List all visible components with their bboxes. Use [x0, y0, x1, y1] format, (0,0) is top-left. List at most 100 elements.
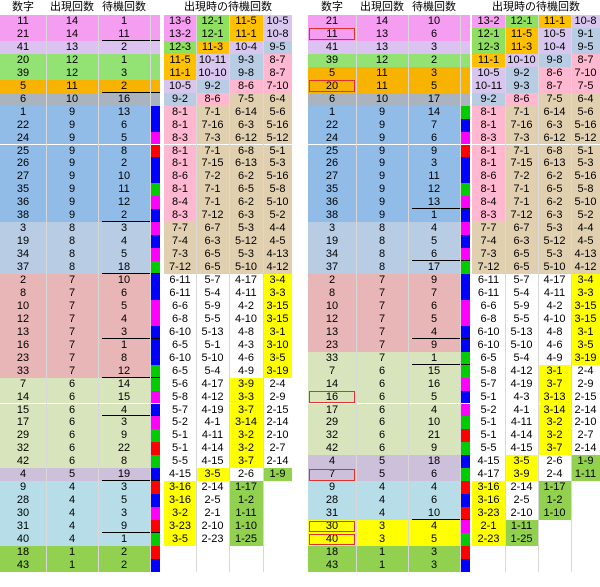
table-row[interactable]: 10 7 5 6-6 5-9 4-2 3-15 [0, 299, 292, 313]
table-row[interactable]: 36 9 12 8-4 7-1 6-2 5-10 [0, 196, 292, 210]
cell-seq-3: 7-5 [229, 92, 263, 106]
table-row[interactable]: 38 9 2 8-3 7-12 6-3 5-2 [0, 209, 292, 223]
table-row[interactable]: 27 9 11 8-6 7-2 6-2 5-16 [308, 170, 600, 184]
cell-seq-2: 12-1 [196, 27, 229, 41]
table-row[interactable]: 20 12 1 11-5 10-11 9-3 8-7 [0, 53, 292, 67]
table-row[interactable]: 13 7 4 6-10 5-13 4-8 3-1 [308, 325, 600, 339]
table-row[interactable]: 39 12 3 11-1 10-10 9-8 8-7 [0, 66, 292, 80]
grid-line [46, 15, 47, 572]
cell-seq-2: 4-12 [196, 390, 229, 404]
table-row[interactable]: 34 8 6 7-3 6-5 5-3 4-13 [308, 248, 600, 262]
table-row[interactable]: 34 8 5 7-3 6-5 5-3 4-13 [0, 248, 292, 262]
table-row[interactable]: 16 6 5 5-1 4-3 3-13 2-15 [308, 390, 600, 404]
table-row[interactable]: 21 14 10 13-2 12-1 11-1 10-8 [308, 15, 600, 28]
table-row[interactable]: 3 8 3 7-7 6-7 5-3 4-4 [0, 222, 292, 236]
table-row[interactable]: 2 7 10 6-11 5-7 4-17 3-4 [0, 274, 292, 287]
table-row[interactable]: 25 9 9 8-1 7-1 6-8 5-1 [308, 144, 600, 158]
table-row[interactable]: 26 9 2 8-1 7-15 6-13 5-3 [0, 157, 292, 171]
table-row[interactable]: 32 6 22 5-1 4-14 3-2 2-7 [0, 442, 292, 456]
table-row[interactable]: 13 7 3 6-10 5-13 4-8 3-1 [0, 325, 292, 339]
cell-appearances: 9 [46, 131, 98, 145]
table-row[interactable]: 23 7 8 6-10 5-10 4-6 3-5 [0, 351, 292, 365]
table-row[interactable]: 7 5 6 4-17 3-9 2-4 1-11 [308, 468, 600, 482]
table-row[interactable]: 33 7 12 6-5 5-4 4-9 3-19 [0, 364, 292, 378]
table-row[interactable]: 11 13 6 12-1 11-5 10-5 9-1 [308, 27, 600, 41]
table-row[interactable]: 8 7 7 6-11 5-4 4-11 3-3 [308, 286, 600, 300]
table-row[interactable]: 40 3 5 2-23 1-25 [308, 533, 600, 546]
table-row[interactable]: 23 7 9 6-10 5-10 4-6 3-5 [308, 338, 600, 352]
table-row[interactable]: 19 8 5 7-4 6-3 5-12 4-5 [308, 235, 600, 249]
table-row[interactable]: 29 6 9 5-1 4-11 3-2 2-10 [0, 429, 292, 443]
table-row[interactable]: 11 14 1 13-6 12-1 11-5 10-5 [0, 15, 292, 28]
table-row[interactable]: 17 6 4 5-2 4-1 3-14 2-14 [308, 403, 600, 417]
table-row[interactable]: 21 14 11 13-2 12-1 11-1 10-8 [0, 27, 292, 41]
table-row[interactable]: 19 8 4 7-4 6-3 5-12 4-5 [0, 235, 292, 249]
table-row[interactable]: 5 11 2 10-5 9-2 8-6 7-10 [0, 79, 292, 93]
table-row[interactable]: 7 6 14 5-6 4-17 3-9 2-4 [0, 377, 292, 391]
table-row[interactable]: 35 9 11 8-1 7-1 6-5 5-8 [0, 183, 292, 197]
cell-appearances: 6 [46, 416, 98, 430]
table-row[interactable]: 30 4 3 3-2 2-1 1-11 [0, 507, 292, 521]
table-row[interactable]: 36 9 13 8-4 7-1 6-2 5-10 [308, 196, 600, 210]
table-row[interactable]: 8 7 6 6-11 5-4 4-11 3-3 [0, 286, 292, 300]
cell-appearances: 7 [46, 299, 98, 313]
color-marker [150, 468, 160, 482]
table-row[interactable]: 41 13 3 12-3 11-3 10-4 9-5 [308, 40, 600, 54]
table-row[interactable]: 37 8 18 7-12 6-5 5-10 4-12 [0, 261, 292, 274]
table-row[interactable]: 15 6 4 5-7 4-19 3-7 2-15 [0, 403, 292, 417]
table-row[interactable]: 31 4 9 3-23 2-10 1-10 [0, 520, 292, 533]
table-row[interactable]: 20 11 5 10-11 9-3 8-7 7-5 [308, 79, 600, 93]
table-row[interactable]: 32 6 21 5-1 4-14 3-2 2-7 [308, 429, 600, 443]
cell-waiting: 22 [98, 442, 150, 456]
table-row[interactable]: 4 5 18 4-15 3-5 2-6 1-9 [308, 455, 600, 469]
table-row[interactable]: 5 11 3 10-5 9-2 8-6 7-10 [308, 66, 600, 80]
table-row[interactable]: 6 10 17 9-2 8-6 7-5 6-4 [308, 92, 600, 106]
table-row[interactable]: 14 6 15 5-8 4-12 3-3 2-9 [0, 390, 292, 404]
table-row[interactable]: 41 13 2 12-3 11-3 10-4 9-5 [0, 40, 292, 54]
table-row[interactable]: 18 1 3 [308, 545, 600, 559]
table-row[interactable]: 35 9 12 8-1 7-1 6-5 5-8 [308, 183, 600, 197]
cell-waiting: 3 [408, 66, 460, 80]
table-row[interactable]: 16 7 1 6-5 5-1 4-3 3-10 [0, 338, 292, 352]
table-row[interactable]: 24 9 6 8-3 7-3 6-12 5-12 [308, 131, 600, 145]
table-row[interactable]: 4 5 19 4-15 3-5 2-6 1-9 [0, 468, 292, 482]
table-row[interactable]: 30 3 4 2-1 1-11 [308, 520, 600, 533]
table-row[interactable]: 28 4 6 3-16 2-5 1-2 [308, 494, 600, 508]
cell-number: 26 [308, 157, 356, 171]
table-row[interactable]: 38 9 1 8-3 7-12 6-3 5-2 [308, 209, 600, 223]
table-row[interactable]: 29 6 10 5-1 4-11 3-2 2-10 [308, 416, 600, 430]
table-row[interactable]: 3 8 4 7-7 6-7 5-3 4-4 [308, 222, 600, 236]
table-row[interactable]: 42 6 9 5-5 4-15 3-7 2-14 [308, 442, 600, 456]
table-row[interactable]: 37 8 17 7-12 6-5 5-10 4-12 [308, 261, 600, 274]
table-row[interactable]: 39 12 2 11-1 10-10 9-8 8-7 [308, 53, 600, 67]
table-row[interactable]: 31 4 10 3-23 2-10 1-10 [308, 507, 600, 521]
table-row[interactable]: 9 4 4 3-16 2-14 1-17 [308, 481, 600, 495]
table-row[interactable]: 12 7 5 6-8 5-5 4-10 3-15 [308, 312, 600, 326]
table-row[interactable]: 1 9 13 8-1 7-1 6-14 5-6 [0, 105, 292, 119]
table-row[interactable]: 10 7 6 6-6 5-9 4-2 3-15 [308, 299, 600, 313]
table-row[interactable]: 12 7 4 6-8 5-5 4-10 3-15 [0, 312, 292, 326]
table-row[interactable]: 26 9 3 8-1 7-15 6-13 5-3 [308, 157, 600, 171]
table-row[interactable]: 42 6 8 5-5 4-15 3-7 2-14 [0, 455, 292, 469]
table-row[interactable]: 2 7 9 6-11 5-7 4-17 3-4 [308, 274, 600, 287]
cell-number: 41 [308, 40, 356, 54]
table-row[interactable]: 17 6 3 5-2 4-1 3-14 2-14 [0, 416, 292, 430]
table-row[interactable]: 14 6 16 5-7 4-19 3-7 2-9 [308, 377, 600, 391]
table-row[interactable]: 7 6 15 5-8 4-12 3-1 2-4 [308, 364, 600, 378]
table-row[interactable]: 43 1 2 [0, 558, 292, 572]
table-row[interactable]: 9 4 3 3-16 2-14 1-17 [0, 481, 292, 495]
table-row[interactable]: 33 7 1 6-5 5-4 4-9 3-19 [308, 351, 600, 365]
table-row[interactable]: 27 9 10 8-6 7-2 6-2 5-16 [0, 170, 292, 184]
table-row[interactable]: 43 1 3 [308, 558, 600, 572]
table-row[interactable]: 40 4 1 3-5 2-23 1-25 [0, 533, 292, 546]
table-row[interactable]: 28 4 5 3-16 2-5 1-2 [0, 494, 292, 508]
table-row[interactable]: 6 10 16 9-2 8-6 7-5 6-4 [0, 92, 292, 106]
table-row[interactable]: 24 9 5 8-3 7-3 6-12 5-12 [0, 131, 292, 145]
table-row[interactable]: 22 9 6 8-1 7-16 6-3 5-16 [0, 118, 292, 132]
table-row[interactable]: 25 9 8 8-1 7-1 6-8 5-1 [0, 144, 292, 158]
cell-number: 7 [308, 468, 356, 482]
cell-seq-3: 5-3 [229, 248, 263, 262]
table-row[interactable]: 1 9 14 8-1 7-1 6-14 5-6 [308, 105, 600, 119]
table-row[interactable]: 18 1 2 [0, 545, 292, 559]
table-row[interactable]: 22 9 7 8-1 7-16 6-3 5-16 [308, 118, 600, 132]
